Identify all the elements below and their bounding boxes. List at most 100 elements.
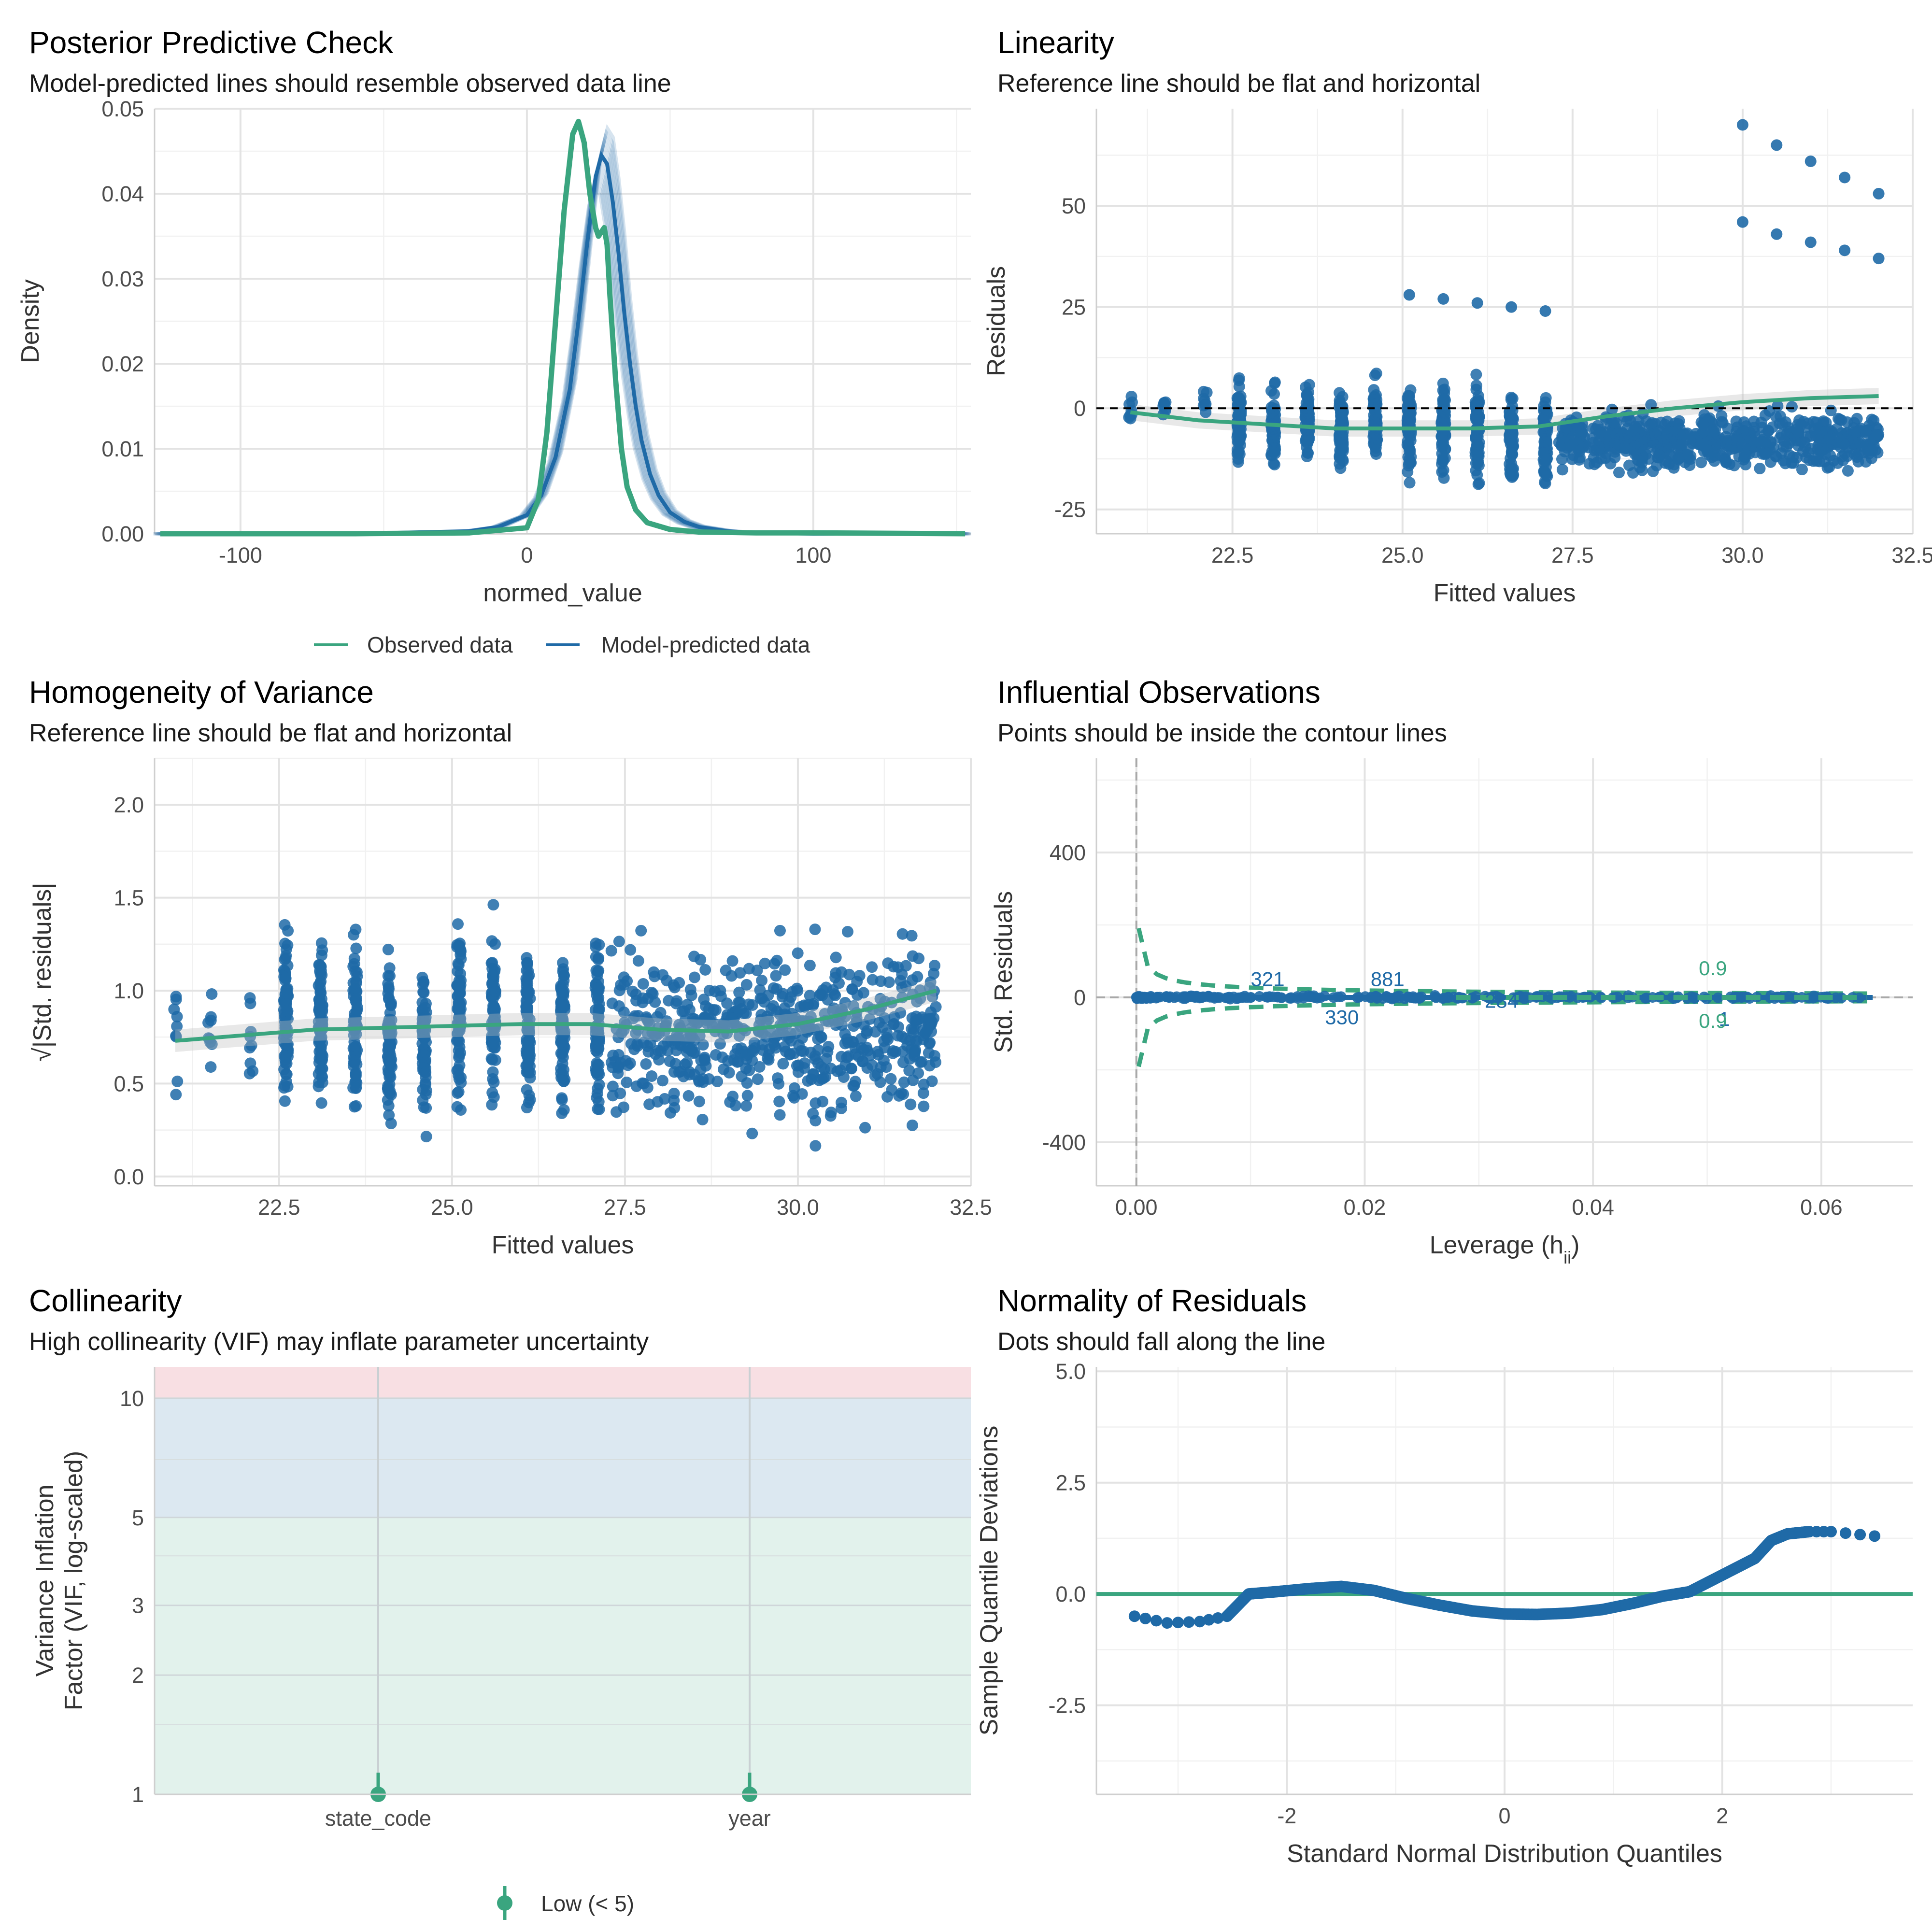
residual-point [1672,418,1684,430]
std-residual-point [281,983,293,995]
std-residual-point [206,988,218,1000]
residual-point [1472,478,1484,490]
std-residual-point [699,1000,711,1012]
residual-point [1505,453,1517,465]
std-residual-point [451,1065,463,1077]
std-residual-point [384,970,396,982]
std-residual-point [783,1032,795,1044]
residual-point [1436,448,1448,460]
std-residual-point [244,1042,256,1054]
std-residual-point [625,944,637,956]
std-residual-point [710,1004,722,1016]
std-residual-point [762,1052,774,1065]
residual-point [1197,399,1209,412]
panel-title: Posterior Predictive Check [29,25,394,60]
std-residual-point [918,1079,930,1091]
std-residual-point [917,1087,929,1099]
std-residual-point [846,983,858,995]
cooks-contour-upper [1136,927,1870,996]
residual-point [1577,441,1589,454]
panel-homogeneity: Homogeneity of Variance Reference line sh… [28,675,992,1259]
std-residual-point [282,960,294,972]
std-residual-point [726,955,739,967]
y-tick-label: 10 [120,1386,144,1411]
x-tick-label: -100 [219,543,262,568]
residual-point [1636,456,1648,469]
predicted-draw-line [166,124,971,536]
residual-point [1635,427,1647,439]
std-residual-point [281,1068,293,1080]
std-residual-point [385,999,397,1011]
panel-collinearity: Collinearity High collinearity (VIF) may … [29,1283,971,1920]
residual-point [1337,455,1349,467]
std-residual-point [485,957,497,969]
std-residual-point [896,981,908,994]
panel-title: Linearity [997,25,1114,60]
x-tick-label: 25.0 [431,1195,473,1220]
std-residual-point [679,1058,691,1070]
std-residual-point [350,923,362,936]
std-residual-point [809,923,821,936]
std-residual-point [740,979,753,991]
y-tick-label: 0.02 [101,352,144,376]
smooth-confidence-band [175,979,937,1052]
std-residual-point [638,1037,650,1049]
residual-point [1613,467,1625,479]
residual-point [1681,449,1693,461]
std-residual-point [780,1045,792,1057]
x-tick-label: 0 [521,543,533,568]
std-residual-point [624,1057,636,1069]
std-residual-point [593,965,605,977]
x-tick-label: year [728,1806,771,1831]
x-tick-label: 27.5 [1551,543,1594,568]
residual-point [1787,451,1799,463]
std-residual-point [420,1131,432,1143]
y-tick-label: 0.01 [101,437,144,461]
std-residual-point [558,985,570,997]
std-residual-point [695,953,707,966]
std-residual-point [244,997,256,1009]
std-residual-point [741,1090,753,1102]
y-tick-label: 0 [1074,985,1086,1010]
y-tick-label: 50 [1062,194,1086,218]
y-axis-label: Std. Residuals [990,891,1018,1053]
std-residual-point [836,1096,848,1108]
residual-point [1438,472,1450,484]
residual-point [1470,433,1482,445]
quantile-point [1212,1612,1224,1624]
std-residual-point [839,996,851,1009]
std-residual-point [646,986,658,998]
y-tick-label: 3 [132,1593,144,1618]
std-residual-point [205,1061,217,1073]
y-tick-label: 1.5 [114,886,144,910]
predicted-draw-line [155,174,960,536]
std-residual-point [754,993,767,1005]
std-residual-point [866,961,878,973]
panel-influential-observations: Influential Observations Points should be… [990,675,1913,1267]
quantile-point [1194,1616,1206,1628]
x-axis-label: Fitted values [492,1231,634,1259]
residual-point [1807,416,1819,428]
std-residual-point [924,976,937,988]
std-residual-point [314,1035,327,1047]
y-tick-label: 0.5 [114,1071,144,1096]
quantile-point [1150,1615,1162,1627]
std-residual-point [903,1065,915,1077]
std-residual-point [802,1075,814,1087]
std-residual-point [904,1035,916,1047]
residual-point [1303,379,1315,391]
residual-point [1828,455,1840,467]
std-residual-point [593,1103,605,1115]
std-residual-point [593,1003,605,1015]
std-residual-point [827,984,839,996]
std-residual-point [736,1070,748,1082]
std-residual-point [316,1050,328,1062]
std-residual-point [668,1094,680,1107]
std-residual-point [699,1054,711,1066]
std-residual-point [452,1087,464,1099]
y-axis-label: √|Std. residuals| [28,882,57,1062]
std-residual-point [693,1095,705,1108]
residual-point [1731,439,1743,451]
outlier-point [1804,236,1817,248]
std-residual-point [851,1016,863,1028]
